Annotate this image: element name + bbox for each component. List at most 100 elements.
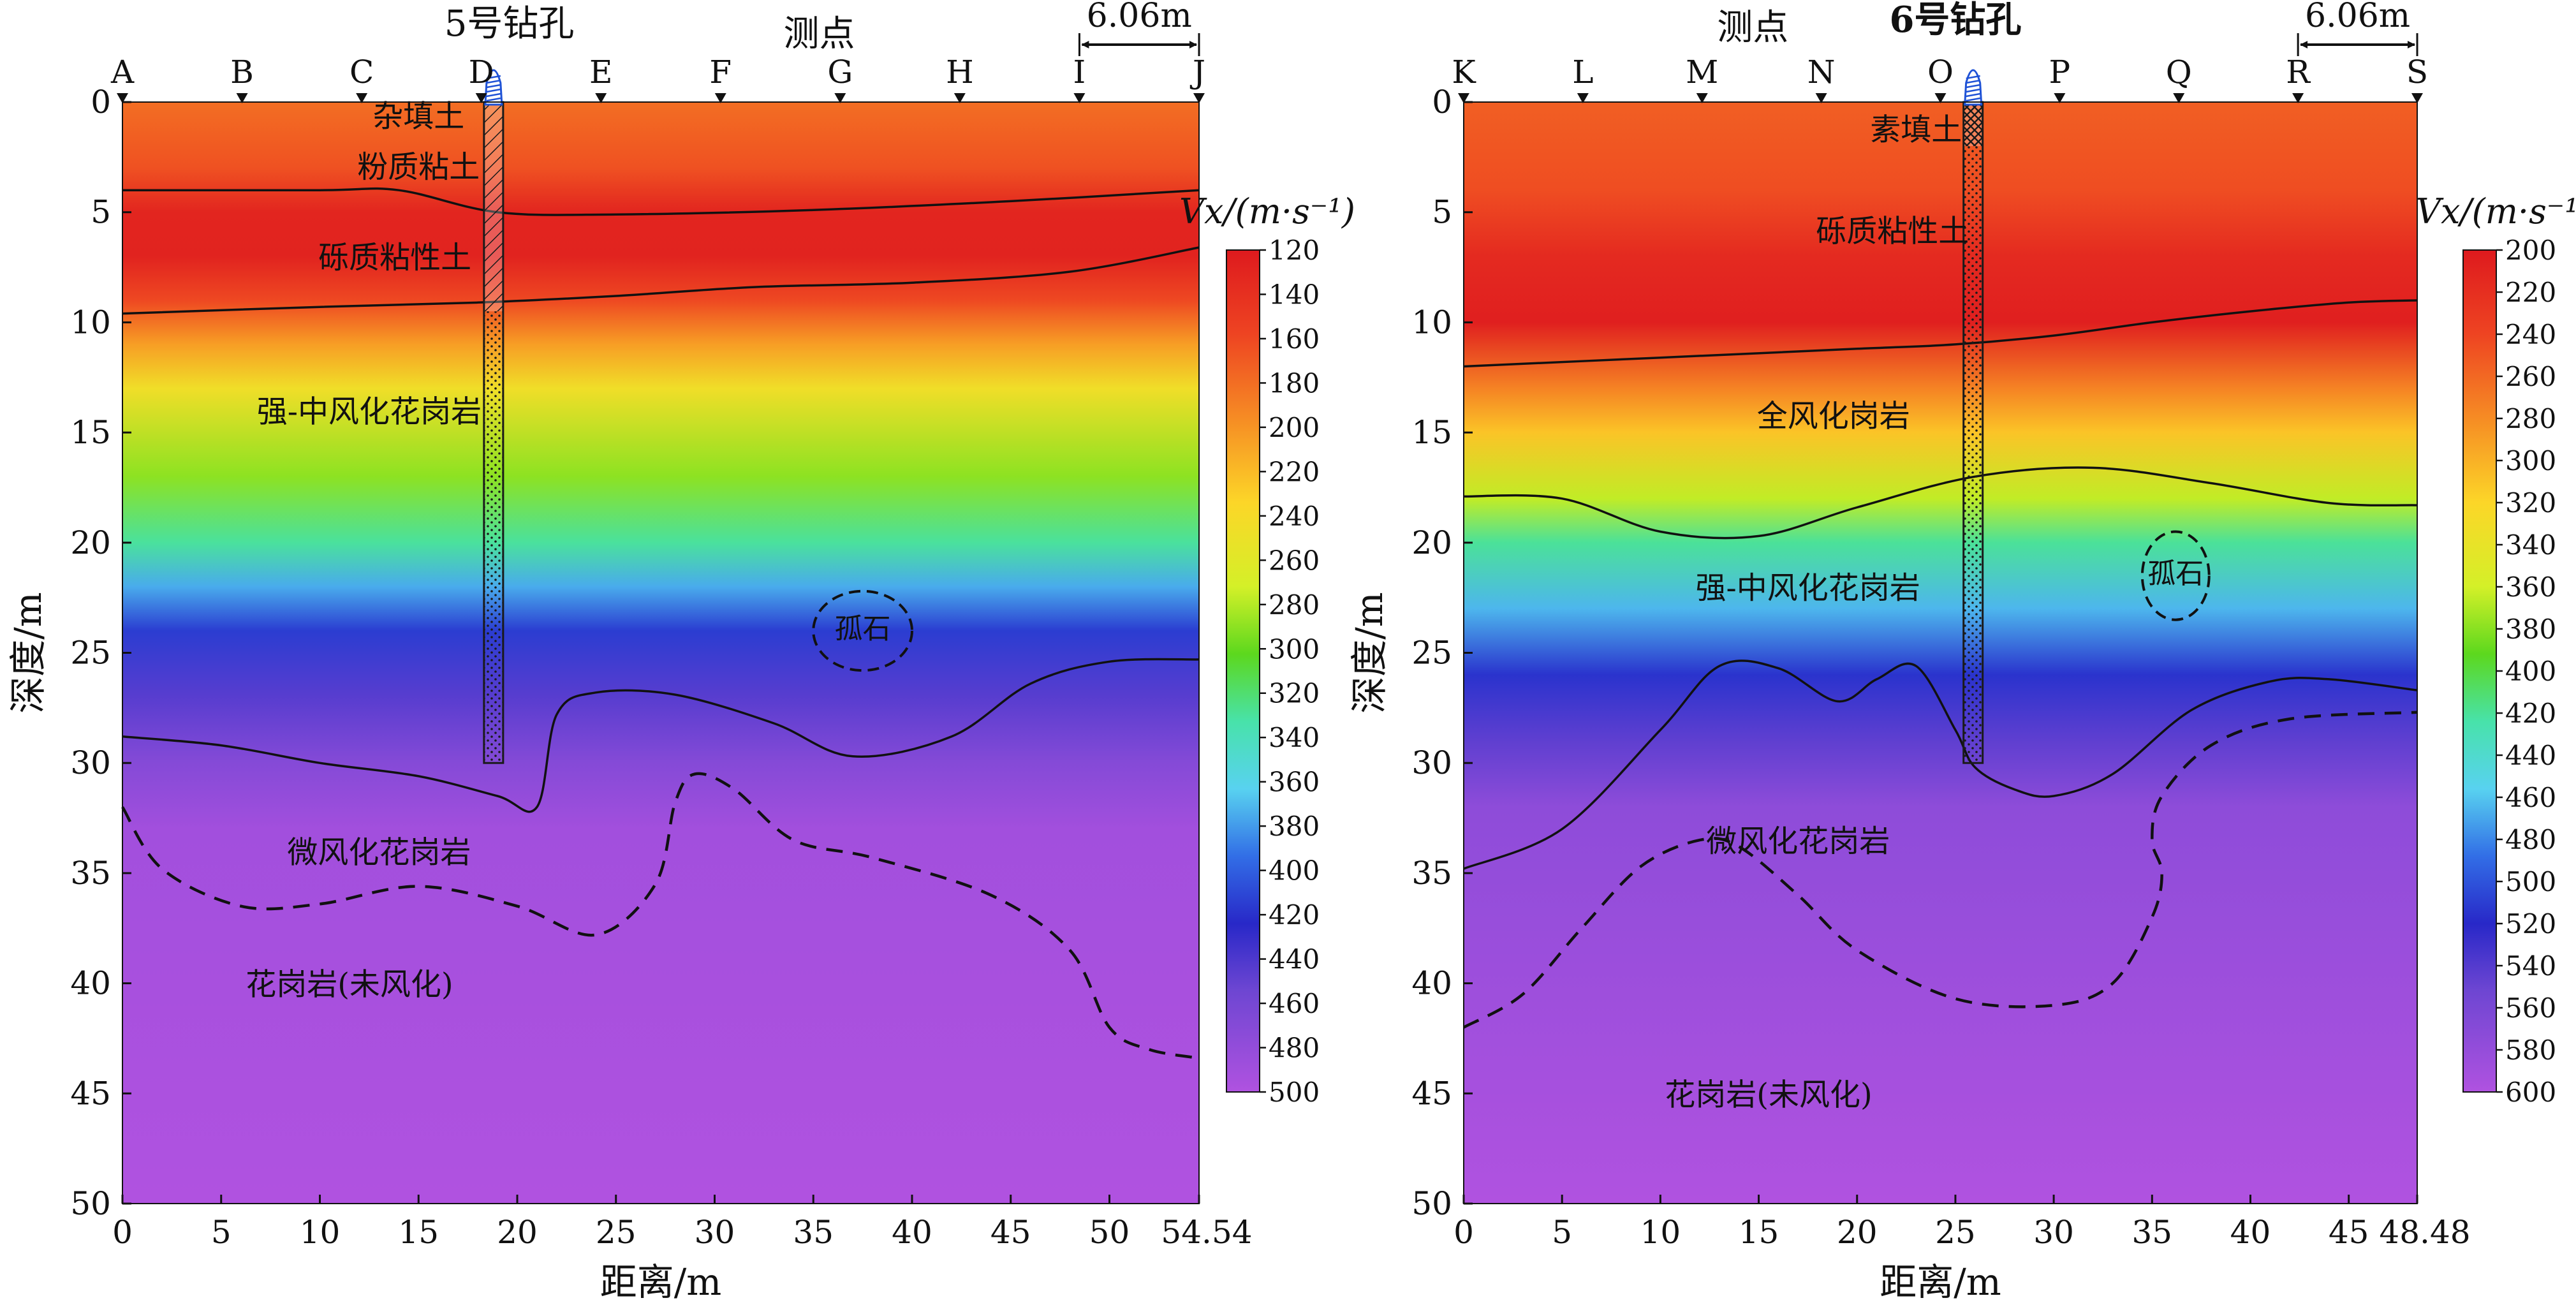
x-end-tick-label: 54.54 xyxy=(1161,1214,1252,1251)
colorbar-tick-label: 360 xyxy=(2505,571,2556,603)
colorbar: 120 140 160 180 200 220 240 260 280 300 320 340 360 3… xyxy=(1179,191,1355,1108)
colorbar-tick-label: 160 xyxy=(1269,323,1320,355)
colorbar-tick-label: 120 xyxy=(1269,235,1320,266)
y-tick-label: 45 xyxy=(70,1075,111,1112)
colorbar-tick-label: 460 xyxy=(2505,782,2556,813)
colorbar-tick-label: 580 xyxy=(2505,1035,2556,1066)
station-marker xyxy=(1193,93,1205,103)
station-marker xyxy=(2411,93,2423,103)
y-tick-label: 30 xyxy=(70,744,111,781)
colorbar-tick-label: 400 xyxy=(1269,855,1320,887)
boundary-solid xyxy=(1463,299,2418,368)
stratum-labels: 素填土 砾质粘性土 全风化岗岩 强-中风化花岗岩 微风化花岗岩 花岗岩(未风化) xyxy=(1665,112,1969,1112)
station-label: H xyxy=(946,54,974,91)
station-label: O xyxy=(1927,54,1954,91)
station-marker xyxy=(1073,93,1086,103)
boundary-solid xyxy=(122,187,1200,216)
boundary-dashed xyxy=(121,772,1200,1060)
station-marker xyxy=(356,93,368,103)
colorbar-scale xyxy=(1226,249,1260,1093)
stratum-label: 花岗岩(未风化) xyxy=(1665,1077,1872,1112)
y-tick-label: 40 xyxy=(70,965,111,1002)
spacing-label: 6.06m xyxy=(1087,0,1192,35)
station-marker xyxy=(2173,93,2185,103)
stratum-label: 强-中风化花岗岩 xyxy=(1696,570,1920,606)
y-tick-label: 35 xyxy=(70,855,111,892)
stratum-label: 花岗岩(未风化) xyxy=(246,967,453,1003)
x-tick-label: 30 xyxy=(2033,1214,2074,1251)
right-panel: 孤石 素填土 砾质粘性土 全风化岗岩 强-中风化花岗岩 微风化花岗岩 花岗岩(未… xyxy=(1348,0,2576,1304)
colorbar-tick-label: 140 xyxy=(1269,279,1320,310)
stratum-label: 素填土 xyxy=(1870,112,1962,147)
x-tick-label: 25 xyxy=(596,1214,637,1251)
x-tick-label: 40 xyxy=(2230,1214,2271,1251)
station-marker xyxy=(1696,93,1708,103)
station-label: E xyxy=(589,54,613,91)
colorbar-tick-label: 340 xyxy=(1269,722,1320,753)
y-tick-label: 35 xyxy=(1411,855,1452,892)
y-tick-label: 15 xyxy=(1411,414,1452,451)
x-tick-label: 5 xyxy=(211,1214,232,1251)
colorbar-ticks: 120 140 160 180 200 220 240 260 280 300 320 340 360 3… xyxy=(1260,235,1320,1108)
y-axis-ticks: 0 5 10 15 20 25 30 35 40 45 50 xyxy=(1411,84,1473,1222)
station-marker xyxy=(953,93,966,103)
colorbar: 200 220 240 260 280 300 320 340 360 380 400 420 440 4… xyxy=(2416,191,2576,1108)
colorbar-tick-label: 280 xyxy=(1269,589,1320,621)
borehole-segment xyxy=(483,311,503,763)
x-tick-label: 35 xyxy=(793,1214,834,1251)
colorbar-tick-label: 340 xyxy=(2505,529,2556,561)
colorbar-tick-label: 220 xyxy=(1269,456,1320,487)
colorbar-tick-label: 240 xyxy=(2505,319,2556,350)
boundary-solid xyxy=(1463,466,2418,540)
borehole-segment xyxy=(1963,146,1983,763)
station-label: I xyxy=(1073,54,1086,91)
x-tick-label: 20 xyxy=(1837,1214,1878,1251)
colorbar-tick-label: 480 xyxy=(1269,1033,1320,1064)
colorbar-tick-label: 600 xyxy=(2505,1077,2556,1108)
x-axis-ticks: 0 5 10 15 20 25 30 35 40 45 50 xyxy=(112,1195,1200,1251)
stratum-labels: 杂填土 粉质粘土 砾质粘性土 强-中风化花岗岩 微风化花岗岩 花岗岩(未风化) xyxy=(246,99,482,1003)
boundary-solid xyxy=(1463,660,2418,870)
station-label: B xyxy=(230,54,254,91)
colorbar-tick-label: 440 xyxy=(1269,944,1320,975)
stratum-label: 全风化岗岩 xyxy=(1757,398,1910,434)
colorbar-tick-label: 200 xyxy=(1269,412,1320,443)
station-label: A xyxy=(110,54,135,91)
y-tick-label: 45 xyxy=(1411,1075,1452,1112)
y-tick-label: 0 xyxy=(91,84,111,121)
borehole-segment xyxy=(483,102,503,312)
x-tick-label: 10 xyxy=(1640,1214,1681,1251)
colorbar-tick-label: 380 xyxy=(1269,811,1320,842)
colorbar-tick-label: 300 xyxy=(2505,445,2556,476)
colorbar-title: Vx/(m·s⁻¹) xyxy=(2416,191,2576,232)
y-axis-label: 深度/m xyxy=(6,592,50,714)
colorbar-tick-label: 260 xyxy=(1269,545,1320,576)
station-label: M xyxy=(1686,54,1718,91)
station-label: G xyxy=(827,54,853,91)
boulder-marker: 孤石 xyxy=(2140,530,2211,621)
colorbar-tick-label: 260 xyxy=(2505,361,2556,392)
x-tick-label: 45 xyxy=(2329,1214,2369,1251)
colorbar-tick-label: 280 xyxy=(2505,403,2556,434)
station-marker xyxy=(2292,93,2304,103)
boulder-outline xyxy=(2140,530,2211,621)
station-label: D xyxy=(469,54,494,91)
y-axis-label: 深度/m xyxy=(1348,592,1391,714)
y-tick-label: 50 xyxy=(70,1185,111,1222)
station-label: R xyxy=(2286,54,2311,91)
station-marker xyxy=(834,93,846,103)
station-label: P xyxy=(2049,54,2071,91)
y-tick-label: 10 xyxy=(70,304,111,341)
colorbar-title: Vx/(m·s⁻¹) xyxy=(1179,191,1355,232)
y-tick-label: 20 xyxy=(1411,524,1452,561)
y-tick-label: 25 xyxy=(70,635,111,672)
drill-bit-icon xyxy=(484,69,503,106)
x-tick-label: 25 xyxy=(1935,1214,1976,1251)
x-axis-label: 距离/m xyxy=(1880,1260,2001,1304)
x-tick-label: 10 xyxy=(300,1214,341,1251)
boulder-label: 孤石 xyxy=(835,612,891,645)
colorbar-tick-label: 380 xyxy=(2505,614,2556,645)
x-tick-label: 35 xyxy=(2131,1214,2172,1251)
x-tick-label: 40 xyxy=(892,1214,932,1251)
